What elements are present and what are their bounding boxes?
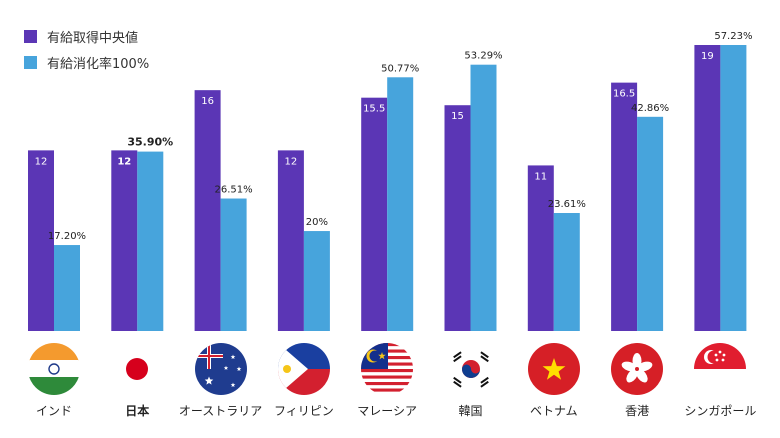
median-leave-bar <box>444 105 471 331</box>
median-leave-value-label: 16 <box>201 96 214 107</box>
median-leave-bar <box>694 45 721 331</box>
legend-label: 有給消化率100% <box>47 56 150 72</box>
legend-item-median-leave: 有給取得中央値 <box>24 26 149 46</box>
median-leave-bar <box>111 150 138 331</box>
south-korea-flag-icon <box>444 343 497 395</box>
median-leave-value-label: 19 <box>701 51 714 62</box>
usage-rate-value-label: 26.51% <box>215 185 253 196</box>
median-leave-bar <box>361 97 388 332</box>
australia-flag-icon <box>194 343 247 395</box>
usage-rate-bar <box>470 64 497 332</box>
median-leave-bar <box>611 82 638 331</box>
median-leave-bar <box>277 150 304 331</box>
median-leave-value-label: 15 <box>451 111 464 122</box>
usage-rate-bar <box>720 45 747 331</box>
median-leave-value-label: 11 <box>534 171 547 182</box>
usage-rate-value-label: 35.90% <box>127 136 173 149</box>
hong-kong-flag-icon <box>611 343 664 395</box>
malaysia-flag-icon <box>361 343 414 395</box>
usage-rate-value-label: 57.23% <box>714 31 752 42</box>
category-label: インド <box>35 404 72 418</box>
category-label: シンガポール <box>684 404 757 418</box>
legend-label: 有給取得中央値 <box>47 30 139 46</box>
usage-rate-bar <box>303 231 330 331</box>
usage-rate-bar <box>387 77 414 331</box>
singapore-flag-icon <box>694 343 747 395</box>
category-label: オーストラリア <box>178 404 263 418</box>
legend-item-full-usage-rate: 有給消化率100% <box>24 52 149 72</box>
india-flag-icon <box>28 343 80 395</box>
usage-rate-value-label: 23.61% <box>548 199 586 210</box>
median-leave-bar <box>527 165 554 331</box>
usage-rate-value-label: 53.29% <box>464 51 502 62</box>
category-label: 日本 <box>125 404 150 418</box>
category-label: マレーシア <box>357 404 418 418</box>
median-leave-value-label: 12 <box>35 156 48 167</box>
legend-swatch-purple <box>24 29 37 43</box>
median-leave-value-label: 12 <box>117 156 131 167</box>
category-label: 韓国 <box>458 404 483 418</box>
usage-rate-bar <box>137 151 164 331</box>
usage-rate-value-label: 20% <box>306 217 328 228</box>
usage-rate-value-label: 42.86% <box>631 103 669 114</box>
japan-flag-icon <box>111 343 164 395</box>
philippines-flag-icon <box>277 343 330 395</box>
usage-rate-bar <box>220 198 247 331</box>
median-leave-value-label: 16.5 <box>613 89 635 100</box>
category-label: 香港 <box>625 404 650 418</box>
median-leave-bar <box>194 90 221 331</box>
usage-rate-bar <box>54 245 80 331</box>
median-leave-value-label: 12 <box>285 156 298 167</box>
chart-legend: 有給取得中央値 有給消化率100% <box>24 26 149 78</box>
usage-rate-value-label: 17.20% <box>48 231 86 242</box>
usage-rate-bar <box>637 116 664 331</box>
median-leave-value-label: 15.5 <box>363 104 385 115</box>
legend-swatch-blue <box>24 55 37 69</box>
category-label: ベトナム <box>529 404 578 418</box>
usage-rate-value-label: 50.77% <box>381 63 419 74</box>
vietnam-flag-icon <box>527 343 580 395</box>
median-leave-bar <box>28 150 54 331</box>
category-label: フィリピン <box>274 404 334 418</box>
usage-rate-bar <box>553 213 580 331</box>
